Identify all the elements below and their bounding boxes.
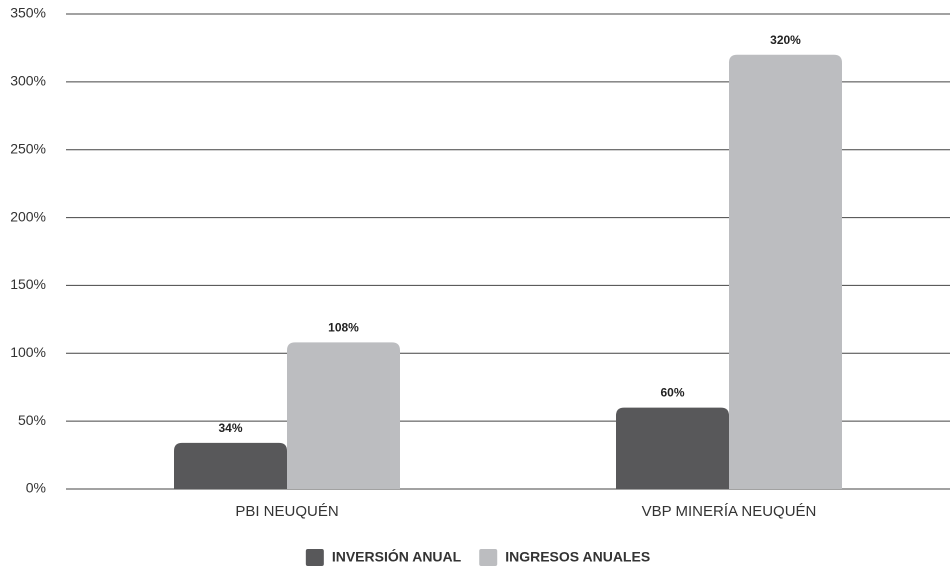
x-tick-label: PBI NEUQUÉN <box>235 503 338 520</box>
y-tick-label: 100% <box>10 344 46 360</box>
value-label: 34% <box>218 421 242 435</box>
value-label: 108% <box>328 321 359 335</box>
legend-swatch <box>305 549 324 566</box>
bar <box>729 54 842 489</box>
x-tick-label: VBP MINERÍA NEUQUÉN <box>642 503 817 520</box>
y-tick-label: 0% <box>26 480 46 496</box>
legend-label: INVERSIÓN ANUAL <box>332 548 462 565</box>
value-label: 320% <box>770 33 801 47</box>
y-tick-label: 50% <box>18 412 46 428</box>
y-tick-label: 200% <box>10 208 46 224</box>
bar <box>174 442 287 489</box>
legend-swatch <box>479 549 498 566</box>
y-tick-label: 300% <box>10 73 46 89</box>
y-tick-label: 350% <box>10 5 46 21</box>
value-label: 60% <box>660 386 684 400</box>
bar <box>616 407 729 489</box>
legend-label: INGRESOS ANUALES <box>505 549 650 565</box>
y-tick-label: 150% <box>10 276 46 292</box>
bar <box>287 342 400 489</box>
y-tick-label: 250% <box>10 140 46 156</box>
